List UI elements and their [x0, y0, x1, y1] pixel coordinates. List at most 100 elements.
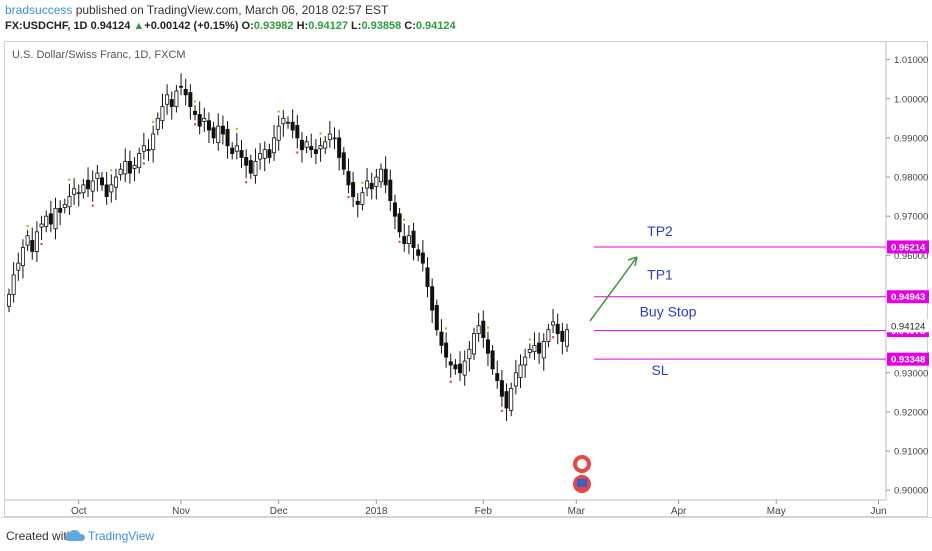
- candle-body: [453, 364, 458, 370]
- fractal-low-marker: [91, 204, 94, 207]
- time-tick-label: Oct: [71, 506, 87, 517]
- candle-body: [411, 230, 416, 248]
- candle-body: [518, 364, 523, 378]
- open-value: 0.93982: [253, 20, 294, 32]
- candle-body: [179, 85, 184, 88]
- candle-body: [425, 267, 430, 288]
- fractal-low-marker: [40, 243, 43, 246]
- candle-body: [327, 133, 332, 140]
- candle-body: [53, 207, 58, 230]
- candle-body: [537, 342, 542, 354]
- candle-body: [523, 356, 528, 366]
- low-value: 0.93858: [361, 20, 402, 32]
- level-text-sl: SL: [651, 362, 668, 378]
- price-tick-label: 0.97000: [894, 212, 928, 223]
- candle-body: [44, 215, 49, 227]
- candle-body: [206, 120, 211, 131]
- candle-body: [323, 141, 328, 149]
- candle-body: [541, 341, 546, 359]
- candle-body: [406, 235, 411, 244]
- candle-body: [402, 236, 407, 244]
- author-link[interactable]: bradsuccess: [5, 3, 73, 17]
- candle-body: [485, 339, 490, 354]
- fractal-high-marker: [26, 224, 29, 227]
- fractal-high-marker: [361, 181, 364, 184]
- candle-body: [155, 117, 160, 130]
- candle-body: [132, 164, 137, 169]
- candle-body: [546, 329, 551, 342]
- symbol-info: FX:USDCHF, 1D 0.94124 ▲+0.00142 (+0.15%)…: [5, 20, 456, 32]
- candle-body: [151, 133, 156, 151]
- candle-body: [369, 182, 374, 190]
- candle-body: [174, 90, 179, 107]
- candle-body: [397, 213, 402, 233]
- candle-body: [169, 99, 174, 107]
- candle-body: [76, 192, 81, 195]
- candle-body: [239, 150, 244, 158]
- candle-body: [258, 153, 263, 160]
- current-price-label: 0.94124: [891, 321, 925, 332]
- candle-body: [555, 323, 560, 335]
- candle-body: [290, 121, 295, 131]
- candle-body: [392, 202, 397, 217]
- level-text-tp2: TP2: [647, 223, 673, 239]
- flag-icon: [577, 479, 587, 487]
- header-bar: bradsuccess published on TradingView.com…: [0, 0, 932, 40]
- price-tick-label: 0.99000: [894, 133, 928, 144]
- candle-body: [160, 106, 165, 122]
- candle-body: [127, 160, 132, 174]
- time-tick-label: 2018: [365, 506, 388, 517]
- candle-body: [355, 200, 360, 205]
- fractal-high-marker: [277, 110, 280, 113]
- candle-body: [332, 137, 337, 140]
- candle-body: [225, 128, 230, 147]
- up-arrow-icon: ▲: [133, 20, 145, 32]
- created-with-label: Created with: [6, 529, 74, 543]
- candle-body: [216, 125, 221, 144]
- candle-body: [299, 139, 304, 151]
- fractal-low-marker: [347, 196, 350, 199]
- price-label-value: 0.93348: [891, 355, 925, 366]
- candle-body: [499, 380, 504, 397]
- candle-body: [25, 235, 30, 246]
- close-value: 0.94124: [415, 20, 456, 32]
- candle-body: [123, 160, 128, 175]
- candle-body: [197, 114, 202, 127]
- candle-body: [20, 247, 25, 266]
- fractal-low-marker: [398, 240, 401, 243]
- candle-body: [509, 388, 514, 411]
- candle-body: [188, 92, 193, 107]
- candle-body: [295, 124, 300, 139]
- price-change: +0.00142 (+0.15%): [144, 20, 239, 32]
- price-tick-label: 0.96000: [894, 251, 928, 262]
- price-label-tag: [887, 290, 929, 304]
- fractal-high-marker: [152, 120, 155, 123]
- footer: Created with TradingView: [0, 517, 932, 551]
- candle-body: [476, 325, 481, 335]
- candle-body: [118, 168, 123, 176]
- symbol-name: FX:USDCHF, 1D: [5, 20, 88, 32]
- level-text-buy-stop: Buy Stop: [640, 304, 697, 320]
- candle-body: [104, 184, 109, 198]
- tradingview-brand-link[interactable]: TradingView: [88, 529, 155, 543]
- trend-arrow-line[interactable]: [589, 256, 638, 322]
- candle-body: [137, 153, 142, 169]
- fractal-low-marker: [142, 162, 145, 165]
- candle-body: [90, 180, 95, 192]
- candle-body: [304, 141, 309, 148]
- candle-body: [58, 207, 63, 213]
- fractal-high-marker: [194, 100, 196, 103]
- candle-body: [146, 149, 151, 152]
- open-label: O:: [241, 20, 254, 32]
- candle-body: [462, 360, 467, 376]
- price-chart[interactable]: 1.01000 1.00000 0.99000 0.98000 0.97000 0.960…: [0, 0, 932, 517]
- chart-title: U.S. Dollar/Swiss Franc, 1D, FXCM: [12, 49, 186, 61]
- price-tick-label: 0.90000: [894, 486, 928, 497]
- candle-body: [560, 330, 565, 342]
- candle-body: [281, 117, 286, 125]
- candle-body: [211, 127, 216, 139]
- price-label-value: 0.96214: [891, 242, 926, 253]
- candle-body: [62, 204, 67, 208]
- price-tick-label: 0.92000: [894, 407, 928, 418]
- candle-body: [495, 373, 500, 382]
